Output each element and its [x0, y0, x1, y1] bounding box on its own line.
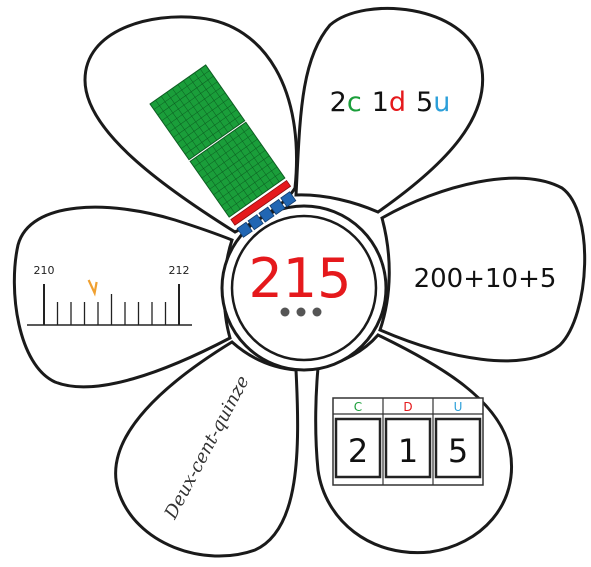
hundred-grid-line: [217, 161, 274, 201]
tens-group: [230, 179, 292, 226]
number-line: 210 212: [27, 264, 192, 326]
unit-cube: [247, 214, 264, 231]
decomp-unit-units: u: [433, 87, 450, 118]
decomposition-text: 2c 1d 5u: [330, 87, 451, 118]
digit-box-tens: [384, 417, 432, 479]
hundred-grid-line: [184, 114, 241, 155]
petal-words: [114, 340, 300, 558]
center-dot-3: [312, 307, 322, 317]
hundred-grid-line: [234, 129, 274, 186]
decomp-digit-tens: 1: [372, 87, 389, 118]
unit-cube: [258, 206, 275, 223]
hundred-grid-line: [177, 103, 234, 144]
table-header-c: C: [354, 400, 362, 414]
unit-cube: [269, 198, 286, 216]
table-digit-hundreds: 2: [348, 432, 368, 470]
table-header-d: D: [403, 400, 412, 414]
cdu-table: C D U 2 1 5: [332, 397, 484, 486]
hundred-grid-line: [183, 80, 223, 137]
table-digit-units: 5: [448, 432, 468, 470]
hundred-grid-line: [181, 109, 238, 149]
base-ten-blocks: [149, 64, 297, 238]
number-line-end-label: 212: [169, 264, 190, 277]
center-number: 215: [248, 247, 351, 310]
center-inner: [230, 214, 378, 362]
ten-rod: [230, 179, 292, 226]
table-header-u: U: [454, 400, 463, 414]
petal-sum: [378, 176, 587, 363]
sum-text: 200+10+5: [414, 264, 557, 294]
hundred-grid-line: [240, 126, 280, 183]
decomp-unit-hundreds: c: [347, 87, 362, 118]
petal-numberline: [12, 205, 234, 389]
unit-cube: [236, 221, 253, 238]
hundred-grid-line: [209, 149, 266, 190]
digit-box-units: [434, 417, 482, 479]
petal-decomposition: [294, 7, 485, 214]
hundred-grid-line: [199, 68, 240, 125]
table-digit-tens: 1: [398, 432, 418, 470]
decomp-digit-units: 5: [416, 87, 433, 118]
hundred-grid-line: [213, 155, 270, 195]
hundred-grid-line: [221, 166, 278, 207]
unit-cube: [280, 191, 297, 208]
hundred-grid-line: [173, 98, 230, 138]
center-dot-1: [280, 307, 290, 317]
hundreds-group: [149, 64, 286, 218]
center-dot-2: [296, 307, 306, 317]
units-group: [236, 191, 297, 238]
hundred-grid-line: [194, 72, 234, 129]
hundred-grid-line: [225, 172, 282, 212]
hundred-grid-line: [188, 76, 229, 133]
digit-box-hundreds: [334, 417, 382, 479]
decomp-digit-hundreds: 2: [330, 87, 347, 118]
number-line-marker: [87, 279, 98, 297]
hundred-grid-line: [228, 133, 269, 190]
decomp-unit-tens: d: [389, 87, 406, 118]
number-line-start-label: 210: [34, 264, 55, 277]
table-frame: [332, 397, 484, 486]
hundred-grid-line: [169, 92, 226, 133]
hundred-grid-line: [223, 137, 263, 194]
